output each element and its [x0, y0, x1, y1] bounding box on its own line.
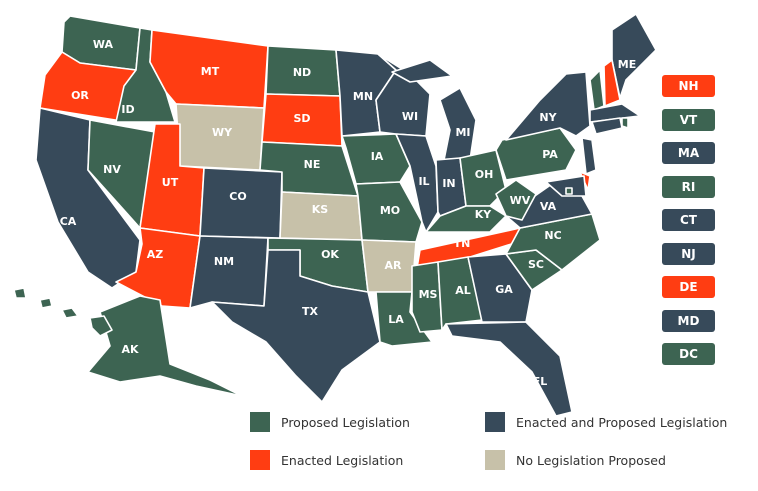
small-state-ri[interactable]: RI [662, 175, 715, 198]
state-hi[interactable] [13, 287, 27, 299]
small-state-dc[interactable]: DC [662, 343, 715, 365]
state-mi[interactable] [439, 87, 477, 161]
small-state-vt[interactable]: VT [662, 108, 715, 131]
state-hi[interactable] [39, 297, 53, 309]
legend-item: No Legislation Proposed [485, 450, 666, 470]
legend-item: Enacted and Proposed Legislation [485, 412, 727, 432]
small-state-md[interactable]: MD [662, 309, 715, 332]
small-state-nj[interactable]: NJ [662, 242, 715, 265]
legend-swatch [250, 450, 270, 470]
legend-label: No Legislation Proposed [516, 452, 666, 468]
state-wy[interactable] [175, 103, 265, 171]
state-il[interactable] [395, 133, 439, 233]
state-nm[interactable] [189, 235, 269, 309]
state-ga[interactable] [467, 253, 533, 323]
state-ks[interactable] [279, 191, 363, 241]
state-ar[interactable] [361, 239, 417, 293]
state-sd[interactable] [261, 93, 343, 147]
legend-label: Proposed Legislation [281, 414, 410, 430]
state-ms[interactable] [411, 261, 443, 333]
state-al[interactable] [437, 256, 483, 331]
state-ny[interactable] [505, 71, 591, 141]
legend-swatch [485, 450, 505, 470]
legend-item: Enacted Legislation [250, 450, 403, 470]
state-mi[interactable] [391, 59, 453, 83]
state-vt[interactable] [589, 69, 605, 111]
legend-swatch [250, 412, 270, 432]
legend-label: Enacted Legislation [281, 452, 404, 468]
legend-swatch [485, 412, 505, 432]
state-md[interactable] [545, 175, 587, 197]
state-mo[interactable] [355, 181, 423, 243]
small-state-de[interactable]: DE [662, 276, 715, 298]
state-hi[interactable] [89, 315, 113, 337]
state-ri[interactable] [621, 117, 629, 129]
small-state-nh[interactable]: NH [662, 75, 715, 97]
legend-item: Proposed Legislation [250, 412, 410, 432]
state-nh[interactable] [603, 59, 621, 107]
legend-label: Enacted and Proposed Legislation [516, 414, 728, 430]
small-state-ct[interactable]: CT [662, 209, 715, 231]
small-state-ma[interactable]: MA [662, 142, 715, 164]
state-hi[interactable] [61, 307, 79, 319]
state-ky[interactable] [425, 205, 507, 233]
state-nj[interactable] [581, 137, 597, 175]
state-pa[interactable] [495, 127, 577, 181]
state-me[interactable] [611, 13, 657, 99]
state-label: HI [15, 315, 28, 328]
small-states-list: NH VT MA RI CT NJ DE MD DC [662, 75, 715, 377]
state-dc[interactable] [565, 187, 573, 195]
state-wv[interactable] [495, 179, 537, 221]
state-co[interactable] [199, 167, 283, 239]
state-nd[interactable] [265, 45, 341, 97]
state-ak[interactable] [87, 295, 243, 397]
state-ct[interactable] [591, 117, 623, 135]
state-fl[interactable] [445, 321, 573, 417]
state-tx[interactable] [211, 249, 381, 403]
